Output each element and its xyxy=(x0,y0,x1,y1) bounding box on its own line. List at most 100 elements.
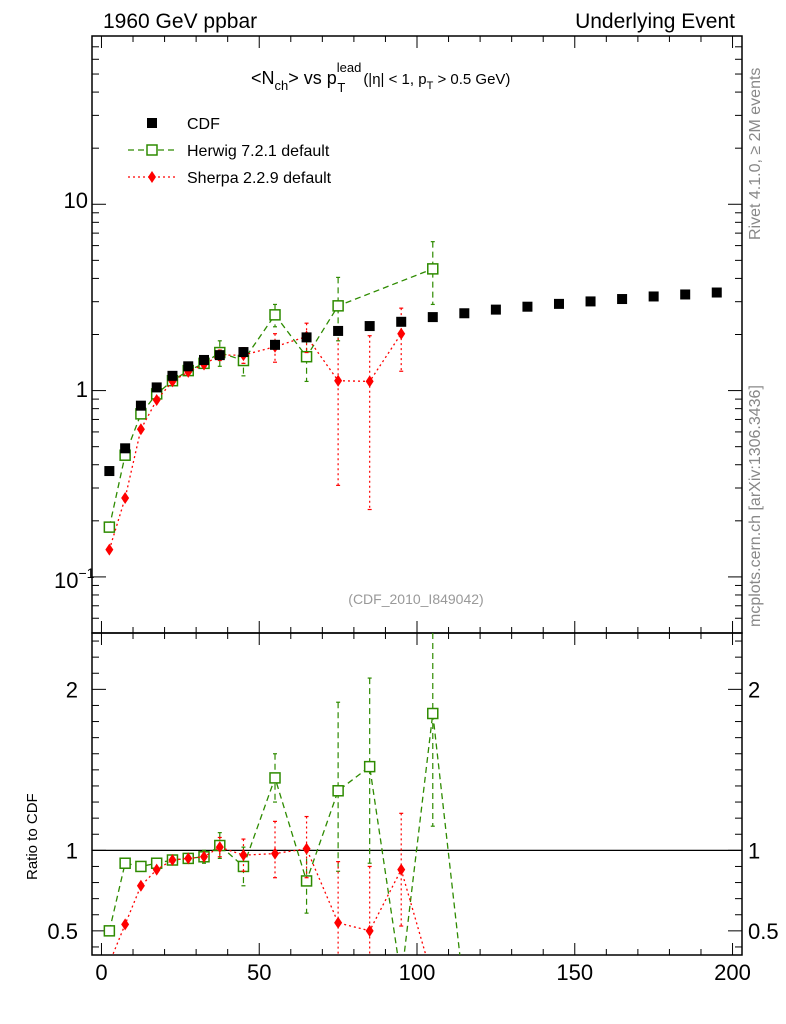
ratio-sherpa-point xyxy=(215,841,224,854)
ratio-sherpa-point xyxy=(136,879,145,892)
title-suffix-b: > 0.5 GeV) xyxy=(433,71,510,88)
main-cdf-point xyxy=(104,466,115,477)
main-cdf-point xyxy=(183,361,194,372)
main-sherpa-line xyxy=(108,333,402,550)
legend: CDF Herwig 7.2.1 default Sherpa 2.2.9 de… xyxy=(128,116,332,187)
legend-marker-herwig xyxy=(146,144,158,156)
ratio-y-label: Ratio to CDF xyxy=(24,793,41,880)
analysis-watermark: (CDF_2010_I849042) xyxy=(348,591,483,607)
x-tick-label: 150 xyxy=(556,960,593,985)
title-suffix-a: (|η| < 1, p xyxy=(363,71,426,88)
header-energy: 1960 GeV ppbar xyxy=(103,10,257,33)
main-cdf-point xyxy=(135,400,146,411)
y-tick-label-tenth-exp: −1 xyxy=(78,565,94,581)
ratio-herwig-point xyxy=(269,772,281,784)
main-cdf-point xyxy=(459,308,470,319)
ratio-herwig-line xyxy=(108,713,461,955)
main-herwig-point xyxy=(103,521,116,533)
ratio-y-tick-label: 0.5 xyxy=(47,919,78,944)
ratio-sherpa-point xyxy=(184,852,193,865)
main-cdf-point xyxy=(553,298,564,309)
ratio-herwig-point xyxy=(427,707,439,720)
main-cdf-point xyxy=(214,350,225,361)
main-cdf-point xyxy=(490,304,501,315)
ratio-herwig-point xyxy=(119,857,131,869)
main-cdf-point xyxy=(167,370,178,381)
ratio-sherpa-point xyxy=(168,854,177,867)
x-tick-label: 0 xyxy=(95,960,107,985)
ratio-sherpa-point xyxy=(302,842,311,855)
y-tick-label-ten: 10 xyxy=(64,188,88,213)
ratio-series-group xyxy=(103,633,461,955)
main-sherpa-point xyxy=(152,394,161,407)
ratio-y-tick-label-right: 1 xyxy=(748,838,760,863)
mcplots-label: mcplots.cern.ch [arXiv:1306.3436] xyxy=(747,385,764,627)
ratio-herwig-point xyxy=(332,785,344,797)
x-tick-label: 200 xyxy=(714,960,751,985)
ratio-y-tick-label-right: 2 xyxy=(748,677,760,702)
ratio-sherpa-line xyxy=(111,846,427,955)
main-herwig-point xyxy=(300,350,313,363)
legend-marker-sherpa xyxy=(148,171,156,183)
y-tick-label-tenth: 10−1 xyxy=(54,565,95,593)
legend-label-sherpa: Sherpa 2.2.9 default xyxy=(187,170,332,187)
main-sherpa-point xyxy=(365,375,374,388)
title-sub-t2: T xyxy=(427,80,434,92)
main-sherpa-point xyxy=(397,327,406,340)
main-cdf-point xyxy=(151,382,162,393)
main-cdf-point xyxy=(120,443,131,454)
legend-marker-cdf xyxy=(147,118,157,128)
main-herwig-point xyxy=(269,309,281,321)
main-herwig-point xyxy=(332,300,344,312)
x-tick-label: 50 xyxy=(247,960,271,985)
main-cdf-point xyxy=(585,296,596,307)
legend-label-herwig: Herwig 7.2.1 default xyxy=(187,143,330,160)
plot-title: <Nch> vs plead T (|η| < 1, pT > 0.5 GeV) xyxy=(251,60,510,95)
ratio-sherpa-point xyxy=(397,863,406,876)
ratio-plot-frame xyxy=(91,632,743,956)
ratio-sherpa-point xyxy=(334,916,343,929)
main-sherpa-point xyxy=(105,543,114,556)
main-cdf-point xyxy=(648,291,659,302)
main-cdf-point xyxy=(270,339,281,350)
ratio-sherpa-point xyxy=(365,924,374,937)
ratio-y-tick-label: 1 xyxy=(66,838,78,863)
legend-label-cdf: CDF xyxy=(187,116,220,133)
ratio-y-tick-label-right: 0.5 xyxy=(748,919,779,944)
ratio-herwig-point xyxy=(103,925,116,937)
header-category: Underlying Event xyxy=(575,10,735,33)
ratio-sherpa-point xyxy=(152,863,161,876)
main-cdf-point xyxy=(333,325,344,336)
title-mid: > vs p xyxy=(288,68,337,88)
main-cdf-point xyxy=(617,294,628,305)
main-cdf-point xyxy=(364,321,375,332)
title-sub-ch: ch xyxy=(275,78,289,93)
y-tick-label-one: 1 xyxy=(76,377,88,402)
ratio-herwig-point xyxy=(363,760,376,773)
title-sup-lead: lead xyxy=(337,60,362,75)
ratio-herwig-point xyxy=(300,875,313,887)
main-herwig-point xyxy=(427,263,439,275)
ratio-sherpa-point xyxy=(200,850,209,863)
main-plot xyxy=(91,35,743,634)
main-cdf-point xyxy=(427,312,438,323)
main-sherpa-point xyxy=(136,423,145,436)
ratio-y-tick-label: 2 xyxy=(66,677,78,702)
main-sherpa-point xyxy=(334,374,343,387)
title-sub-t: T xyxy=(337,80,345,95)
main-cdf-point xyxy=(396,316,407,327)
main-cdf-point xyxy=(199,354,210,365)
ratio-sherpa-point xyxy=(239,849,248,862)
main-sherpa-point xyxy=(121,492,130,505)
main-cdf-point xyxy=(711,287,722,298)
main-cdf-point xyxy=(522,301,533,312)
ratio-herwig-point xyxy=(135,860,147,873)
ratio-plot: 0 50 100 150 200 0.5 0.5 1 1 2 2 xyxy=(47,632,779,985)
ratio-sherpa-point xyxy=(121,918,130,931)
rivet-version-label: Rivet 4.1.0, ≥ 2M events xyxy=(747,68,764,240)
title-prefix: <N xyxy=(251,68,275,88)
main-cdf-point xyxy=(680,289,691,300)
main-cdf-point xyxy=(301,332,312,343)
x-tick-label: 100 xyxy=(399,960,436,985)
